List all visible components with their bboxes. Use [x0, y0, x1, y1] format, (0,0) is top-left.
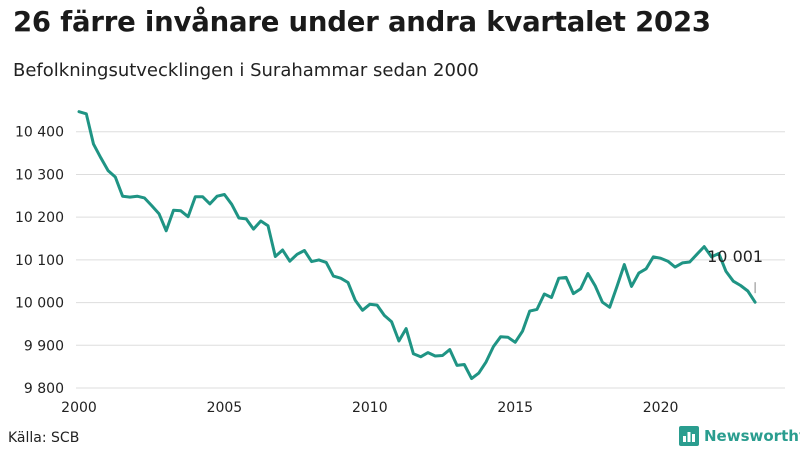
x-tick-label: 2000 [61, 400, 97, 416]
x-tick-label: 2010 [352, 400, 388, 416]
brand-logo: Newsworthy [679, 426, 800, 446]
y-tick-label: 10 000 [15, 296, 64, 312]
y-tick-label: 9 900 [24, 338, 64, 354]
x-tick-label: 2015 [497, 400, 533, 416]
brand-name: Newsworthy [704, 427, 800, 445]
y-tick-label: 10 200 [15, 210, 64, 226]
series-line [77, 110, 757, 381]
annotation-layer: 10 001 [707, 247, 763, 294]
series-layer [77, 110, 757, 381]
chart-subtitle: Befolkningsutvecklingen i Surahammar sed… [13, 60, 479, 81]
annotation-label: 10 001 [707, 247, 763, 266]
chart-logo-icon [679, 426, 699, 446]
y-axis: 9 800 9 900 10 000 10 100 10 200 10 300 10 400 [15, 125, 64, 397]
chart-title: 26 färre invånare under andra kvartalet … [13, 6, 711, 38]
x-tick-label: 2005 [207, 400, 243, 416]
y-tick-label: 10 300 [15, 167, 64, 183]
gridlines [76, 131, 785, 389]
x-tick-label: 2020 [643, 400, 679, 416]
y-tick-label: 10 400 [15, 125, 64, 141]
source-note: Källa: SCB [8, 430, 80, 446]
x-axis: 2000 2005 2010 2015 2020 [61, 400, 678, 416]
y-tick-label: 9 800 [24, 381, 64, 397]
y-tick-label: 10 100 [15, 253, 64, 269]
